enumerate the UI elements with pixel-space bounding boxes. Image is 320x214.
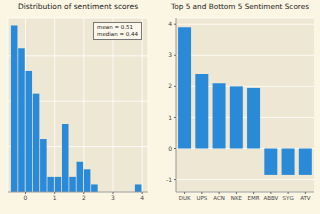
html-text:median = 0.44: median = 0.44 (97, 31, 138, 37)
svg-text:ATV: ATV (300, 195, 311, 201)
svg-text:4: 4 (140, 194, 144, 201)
svg-text:0: 0 (24, 194, 28, 201)
svg-text:2: 2 (168, 82, 172, 89)
svg-text:EMR: EMR (248, 195, 260, 201)
svg-text:3: 3 (111, 194, 115, 201)
svg-text:DUK: DUK (179, 195, 191, 201)
svg-text:UPS: UPS (196, 195, 207, 201)
svg-text:1: 1 (53, 194, 57, 201)
svg-text:3: 3 (168, 51, 172, 58)
html-text:Distribution of sentiment scor: Distribution of sentiment scores (17, 2, 139, 11)
svg-text:-1: -1 (166, 176, 172, 183)
svg-text:1: 1 (168, 114, 172, 121)
svg-text:SYG: SYG (283, 195, 294, 201)
svg-text:4: 4 (168, 20, 172, 27)
svg-text:ABBV: ABBV (263, 195, 278, 201)
svg-text:0: 0 (168, 145, 172, 152)
svg-text:NKE: NKE (231, 195, 243, 201)
html-text:Top 5 and Bottom 5 Sentiment S: Top 5 and Bottom 5 Sentiment Scores (171, 2, 309, 11)
svg-text:2: 2 (82, 194, 86, 201)
svg-text:ACN: ACN (213, 195, 225, 201)
html-text:mean = 0.51: mean = 0.51 (97, 24, 133, 30)
